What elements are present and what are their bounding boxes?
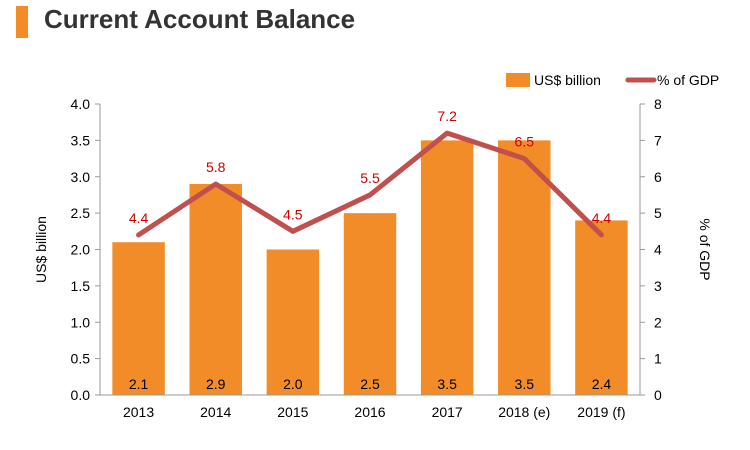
y-left-tick-label: 0.0 xyxy=(71,387,91,403)
line-point xyxy=(138,234,140,236)
bar-value-label: 2.0 xyxy=(283,376,303,392)
x-tick-label: 2018 (e) xyxy=(498,404,550,420)
y-left-tick-label: 3.0 xyxy=(71,169,91,185)
line-point xyxy=(446,132,448,134)
line-value-label: 5.5 xyxy=(360,170,380,186)
y-left-tick-label: 3.5 xyxy=(71,132,91,148)
bar-2019 (f) xyxy=(575,220,628,395)
y-right-tick-label: 8 xyxy=(654,96,662,112)
bar-2014 xyxy=(189,184,242,395)
line-value-label: 4.4 xyxy=(592,210,612,226)
bar-value-label: 3.5 xyxy=(437,376,457,392)
line-point xyxy=(600,234,602,236)
x-tick-label: 2014 xyxy=(200,404,231,420)
y-right-tick-label: 4 xyxy=(654,242,662,258)
legend-swatch-bar xyxy=(506,73,530,87)
line-value-label: 5.8 xyxy=(206,159,226,175)
bar-value-label: 2.1 xyxy=(129,376,149,392)
page-title: Current Account Balance xyxy=(44,4,356,34)
legend-label-line: % of GDP xyxy=(657,72,719,88)
y-right-tick-label: 6 xyxy=(654,169,662,185)
bar-2017 xyxy=(420,140,474,395)
line-point xyxy=(292,230,294,232)
y-right-tick-label: 5 xyxy=(654,205,662,221)
line-value-label: 4.5 xyxy=(283,206,303,222)
y-left-tick-label: 1.0 xyxy=(71,314,91,330)
x-tick-label: 2017 xyxy=(432,404,463,420)
y-right-tick-label: 3 xyxy=(654,278,662,294)
x-tick-label: 2015 xyxy=(277,404,308,420)
line-value-label: 7.2 xyxy=(437,108,457,124)
bar-value-label: 2.5 xyxy=(360,376,380,392)
x-tick-label: 2019 (f) xyxy=(577,404,625,420)
bar-2016 xyxy=(343,213,397,395)
y-left-tick-label: 1.5 xyxy=(71,278,91,294)
y-right-tick-label: 7 xyxy=(654,132,662,148)
x-tick-label: 2016 xyxy=(354,404,385,420)
y-left-tick-label: 2.0 xyxy=(71,242,91,258)
bar-2013 xyxy=(112,242,165,395)
bar-value-label: 2.4 xyxy=(592,376,612,392)
title-accent-bar xyxy=(16,6,28,38)
line-value-label: 4.4 xyxy=(129,210,149,226)
y-left-tick-label: 0.5 xyxy=(71,351,91,367)
line-point xyxy=(523,158,525,160)
y-right-tick-label: 2 xyxy=(654,314,662,330)
y-axis-left-title: US$ billion xyxy=(33,216,49,283)
x-tick-label: 2013 xyxy=(123,404,154,420)
bar-2015 xyxy=(266,249,320,395)
line-point xyxy=(369,194,371,196)
bar-2018 (e) xyxy=(498,140,551,395)
bar-value-label: 3.5 xyxy=(515,376,535,392)
y-axis-right-title: % of GDP xyxy=(697,218,713,280)
y-right-tick-label: 0 xyxy=(654,387,662,403)
line-point xyxy=(215,183,217,185)
y-right-tick-label: 1 xyxy=(654,351,662,367)
y-left-tick-label: 4.0 xyxy=(71,96,91,112)
bar-value-label: 2.9 xyxy=(206,376,226,392)
line-value-label: 6.5 xyxy=(515,134,535,150)
y-left-tick-label: 2.5 xyxy=(71,205,91,221)
legend-label-bar: US$ billion xyxy=(534,72,601,88)
